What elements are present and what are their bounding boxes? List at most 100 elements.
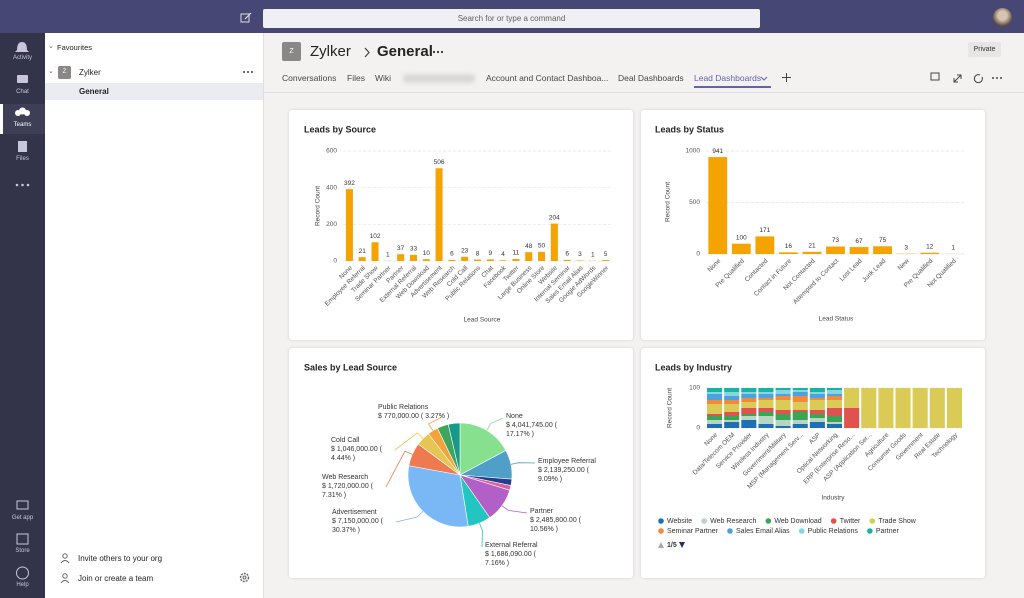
label-connector xyxy=(510,462,536,465)
bar-segment xyxy=(741,416,757,420)
avatar[interactable] xyxy=(993,8,1012,27)
legend-label: Web Download xyxy=(774,518,821,525)
bar-segment xyxy=(809,410,825,414)
settings-icon[interactable] xyxy=(239,572,250,583)
bar-segment xyxy=(861,388,877,428)
value-label: 941 xyxy=(712,148,723,155)
tab-chevron[interactable] xyxy=(760,76,768,82)
join-team-link[interactable]: Join or create a team xyxy=(78,574,154,583)
bar-segment xyxy=(878,388,894,428)
tab[interactable]: Files xyxy=(347,73,365,83)
slice-name: Employee Referral xyxy=(538,458,596,465)
value-label: 3 xyxy=(904,244,908,251)
y-tick-label: 100 xyxy=(689,385,700,392)
rail-label[interactable]: Activity xyxy=(12,55,32,61)
rail-label[interactable]: Get app xyxy=(11,515,34,521)
bar xyxy=(778,252,798,254)
bar-segment xyxy=(707,394,723,400)
active-tab[interactable]: Lead Dashboards xyxy=(694,73,762,83)
bar-segment xyxy=(724,420,740,422)
tab-actions[interactable] xyxy=(930,72,1004,84)
bar-segment xyxy=(826,408,843,416)
bar-segment xyxy=(792,388,808,390)
label-connector xyxy=(479,523,483,548)
rail-label[interactable]: Teams xyxy=(13,122,32,128)
compose-icon[interactable] xyxy=(240,12,252,24)
tab[interactable]: Conversations xyxy=(282,73,337,83)
legend-label: Partner xyxy=(876,528,900,535)
rail-label[interactable]: Help xyxy=(16,582,29,588)
bar-segment xyxy=(741,420,757,428)
tab[interactable]: Deal Dashboards xyxy=(618,73,684,83)
slice-name: None xyxy=(506,413,523,420)
slice-value-label: $ 2,485,800.00 ( 10.56% ) xyxy=(530,517,581,533)
slice-value-label: $ 1,686,090.00 ( 7.16% ) xyxy=(485,551,536,567)
value-label: 10 xyxy=(423,250,431,257)
bar-segment xyxy=(929,388,945,428)
bar-segment xyxy=(792,402,808,410)
slice-label: Partner $ 2,485,800.00 ( 10.56% ) xyxy=(530,507,602,534)
bar-segment xyxy=(775,414,791,420)
pie-slice xyxy=(447,422,461,476)
tab[interactable]: Wiki xyxy=(375,73,392,83)
bar-segment xyxy=(775,394,791,396)
bar-segment xyxy=(775,396,791,400)
bar-segment xyxy=(792,424,808,428)
bar-segment xyxy=(707,388,723,392)
header-team[interactable]: Zylker xyxy=(310,43,351,60)
bar-segment xyxy=(775,388,791,390)
bar xyxy=(731,243,751,254)
rail-label[interactable]: Files xyxy=(16,156,29,162)
y-tick-label: 600 xyxy=(326,148,337,155)
chart-title: Leads by Industry xyxy=(655,362,732,372)
bar-segment xyxy=(775,420,791,426)
bar-segment xyxy=(792,390,808,392)
bar-segment xyxy=(758,412,774,416)
legend-swatch xyxy=(765,518,772,524)
bar-segment xyxy=(895,388,911,428)
invite-link[interactable]: Invite others to your org xyxy=(78,554,163,563)
bar-segment xyxy=(707,400,723,404)
value-label: 48 xyxy=(525,243,533,250)
value-label: 16 xyxy=(785,243,793,250)
bar-segment xyxy=(809,398,825,400)
bar xyxy=(512,258,520,261)
add-tab[interactable] xyxy=(781,72,792,83)
active-tab-underline xyxy=(694,86,771,88)
bar-segment xyxy=(775,400,791,410)
slice-name: Web Research xyxy=(322,474,369,481)
value-label: 6 xyxy=(565,251,569,258)
label-connector xyxy=(395,511,424,523)
bar xyxy=(602,260,610,261)
slice-value-label: $ 7,150,000.00 ( 30.37% ) xyxy=(332,518,383,534)
footer-icons xyxy=(60,553,70,583)
slice-label: None $ 4,041,745.00 ( 17.17% ) xyxy=(506,412,578,439)
rail-label[interactable]: Store xyxy=(15,548,30,554)
bar xyxy=(461,256,469,261)
more-icon[interactable] xyxy=(432,50,444,54)
legend-label: Web Research xyxy=(710,518,756,525)
channel-name[interactable]: General xyxy=(79,87,109,96)
legend-label: Trade Show xyxy=(878,518,916,525)
team-name[interactable]: Zylker xyxy=(79,68,101,77)
value-label: 21 xyxy=(359,248,367,255)
tab[interactable]: Account and Contact Dashboa... xyxy=(486,73,609,83)
bar-segment xyxy=(724,422,740,428)
bar-segment xyxy=(741,388,757,392)
slice-name: External Referral xyxy=(485,542,538,549)
search-box[interactable]: Search for or type a command xyxy=(263,9,760,28)
value-label: 102 xyxy=(370,233,381,240)
sidebar xyxy=(45,33,264,598)
rail-label[interactable]: Chat xyxy=(16,89,29,95)
chart-card xyxy=(641,348,985,578)
bar-segment xyxy=(758,424,774,428)
value-label: 506 xyxy=(434,159,445,166)
caret: ⌄ xyxy=(48,68,54,75)
blurred-tab[interactable] xyxy=(403,74,475,83)
y-tick-label: 500 xyxy=(689,199,700,206)
legend-swatch xyxy=(869,518,876,524)
section-title[interactable]: Favourites xyxy=(57,43,93,52)
more-icon[interactable] xyxy=(242,70,254,74)
bar-segment xyxy=(826,400,843,408)
y-axis-title: Record Count xyxy=(665,182,672,222)
